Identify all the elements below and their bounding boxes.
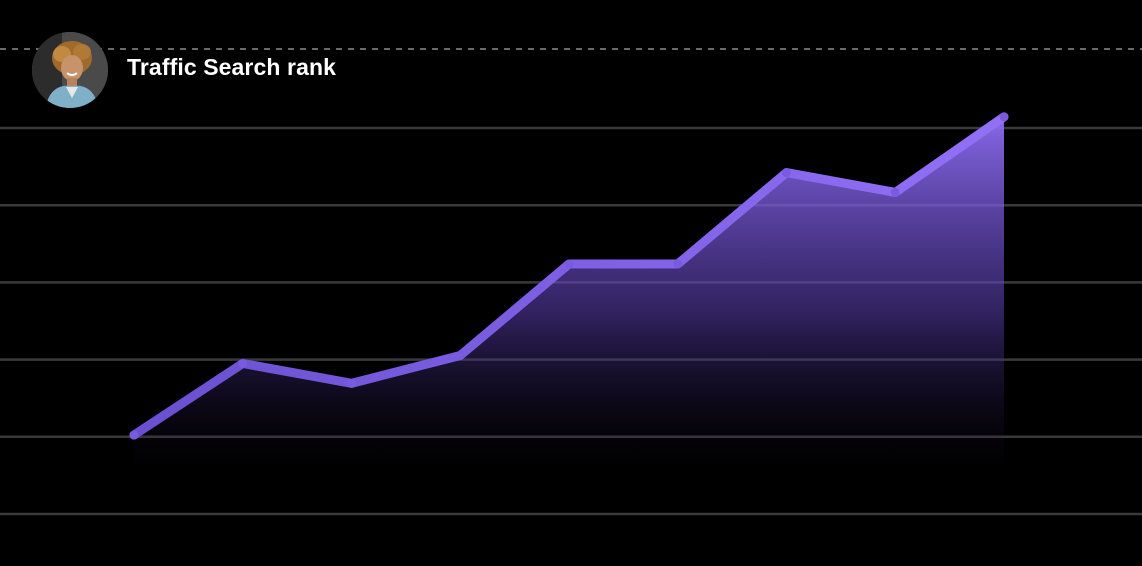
data-point-5 xyxy=(673,259,683,269)
data-point-4 xyxy=(564,259,574,269)
data-point-6 xyxy=(782,168,791,178)
data-point-0 xyxy=(129,430,139,440)
data-point-1 xyxy=(238,358,248,368)
data-point-8 xyxy=(999,112,1009,122)
user-avatar-icon xyxy=(32,32,108,108)
chart-header: Traffic Search rank xyxy=(32,32,336,108)
avatar xyxy=(32,32,108,108)
data-point-3 xyxy=(455,350,465,360)
data-points xyxy=(129,112,1009,440)
data-point-7 xyxy=(890,187,900,197)
series-area xyxy=(134,116,1004,473)
area-fill xyxy=(134,116,1004,473)
data-point-2 xyxy=(347,378,356,388)
chart-title: Traffic Search rank xyxy=(127,53,337,80)
